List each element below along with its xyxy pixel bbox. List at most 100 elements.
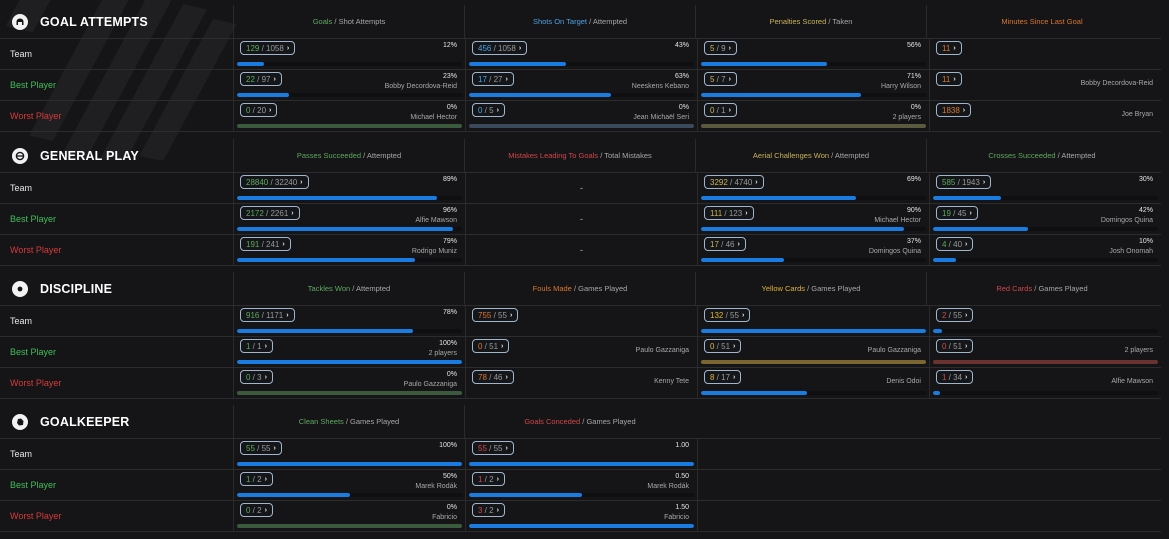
player-name[interactable]: Denis Odoi <box>886 378 921 385</box>
stat-detail-button[interactable]: 129 / 1058 › <box>240 41 296 55</box>
column-header: Penalties Scored / Taken <box>695 5 926 38</box>
stat-detail-button[interactable]: 55 / 55 › <box>240 441 282 455</box>
player-name[interactable]: Neeskens Kebano <box>631 83 689 90</box>
stat-detail-button[interactable]: 5 / 9 › <box>704 41 737 55</box>
stat-row: Worst Player 0 / 2 › 0% Fabricio 3 / 2 › 1.50 Fa… <box>0 501 1161 532</box>
stat-detail-button[interactable]: 55 / 55 › <box>472 441 514 455</box>
chevron-right-icon: › <box>496 506 499 514</box>
stat-value: 11 <box>942 43 951 53</box>
stat-value: 132 <box>710 310 724 320</box>
stat-detail-button[interactable]: 0 / 51 › <box>936 339 974 353</box>
stat-cell: 3 / 2 › 1.50 Fabricio <box>465 501 697 531</box>
player-name[interactable]: Michael Hector <box>410 114 457 121</box>
player-name[interactable]: Fabricio <box>664 514 689 521</box>
stat-total: 2 <box>489 505 494 515</box>
stat-detail-button[interactable]: 17 / 27 › <box>472 72 514 86</box>
stat-detail-button[interactable]: 0 / 3 › <box>240 370 273 384</box>
stat-value: 755 <box>478 310 492 320</box>
stat-separator: / <box>250 105 258 115</box>
stat-cell: 191 / 241 › 79% Rodrigo Muniz <box>233 235 465 265</box>
stat-separator: / <box>486 443 494 453</box>
stat-detail-button[interactable]: 191 / 241 › <box>240 237 291 251</box>
stat-total: 51 <box>721 341 731 351</box>
player-name[interactable]: Fabricio <box>432 514 457 521</box>
stat-detail-button[interactable]: 916 / 1171 › <box>240 308 295 322</box>
section-header: GOAL ATTEMPTS Goals / Shot Attempts Shots … <box>0 5 1161 39</box>
column-headers: Clean Sheets / Games Played Goals Concede… <box>233 405 1157 438</box>
player-name[interactable]: Rodrigo Muniz <box>411 248 457 255</box>
stat-detail-button[interactable]: 1 / 2 › <box>240 472 273 486</box>
player-name[interactable]: Marek Rodák <box>647 483 689 490</box>
progress-fill <box>237 196 438 200</box>
stat-total: 51 <box>489 341 499 351</box>
stat-detail-button[interactable]: 0 / 51 › <box>704 339 742 353</box>
stat-cell: 11 › Bobby Decordova-Reid <box>929 70 1161 100</box>
player-name[interactable]: Domingos Quina <box>868 248 921 255</box>
player-name[interactable]: 2 players <box>892 114 921 121</box>
stat-value: 19 <box>942 208 951 218</box>
stat-row: Best Player 2172 / 2261 › 96% Alfie Mawson -1… <box>0 204 1161 235</box>
stat-detail-button[interactable]: 0 / 5 › <box>472 103 505 117</box>
player-name[interactable]: Alfie Mawson <box>1111 378 1153 385</box>
stat-cell: 0 / 2 › 0% Fabricio <box>233 501 465 531</box>
stat-detail-button[interactable]: 3 / 2 › <box>472 503 505 517</box>
stat-detail-button[interactable]: 8 / 17 › <box>704 370 742 384</box>
stat-detail-button[interactable]: 3292 / 4740 › <box>704 175 764 189</box>
stat-detail-button[interactable]: 0 / 2 › <box>240 503 273 517</box>
stat-detail-button[interactable]: 17 / 46 › <box>704 237 746 251</box>
chevron-right-icon: › <box>264 373 267 381</box>
stat-value: 1 <box>246 341 251 351</box>
chevron-right-icon: › <box>965 373 968 381</box>
stat-detail-button[interactable]: 22 / 97 › <box>240 72 282 86</box>
stat-detail-button[interactable]: 0 / 20 › <box>240 103 278 117</box>
player-name[interactable]: Bobby Decordova-Reid <box>1080 80 1153 87</box>
stat-detail-button[interactable]: 11 › <box>936 41 962 55</box>
player-name[interactable]: Domingos Quina <box>1100 217 1153 224</box>
player-name[interactable]: Josh Onomah <box>1109 248 1153 255</box>
stat-detail-button[interactable]: 1 / 1 › <box>240 339 273 353</box>
player-name[interactable]: Jean Michaël Seri <box>633 114 689 121</box>
player-name[interactable]: Michael Hector <box>874 217 921 224</box>
stat-detail-button[interactable]: 755 / 55 › <box>472 308 519 322</box>
stat-separator: / <box>259 239 267 249</box>
stat-detail-button[interactable]: 1 / 34 › <box>936 370 974 384</box>
stat-detail-button[interactable]: 1838 › <box>936 103 972 117</box>
stat-detail-button[interactable]: 4 / 40 › <box>936 237 974 251</box>
column-header-empty <box>926 405 1157 438</box>
stat-detail-button[interactable]: 1 / 2 › <box>472 472 505 486</box>
stat-detail-button[interactable]: 2 / 55 › <box>936 308 974 322</box>
player-name[interactable]: Bobby Decordova-Reid <box>384 83 457 90</box>
stat-total: 2 <box>489 474 494 484</box>
player-name[interactable]: Alfie Mawson <box>415 217 457 224</box>
stat-separator: / <box>491 310 499 320</box>
player-name[interactable]: Paulo Gazzaniga <box>635 347 689 354</box>
player-name[interactable]: Kenny Tete <box>654 378 689 385</box>
stat-detail-button[interactable]: 456 / 1058 › <box>472 41 528 55</box>
stat-cell: 755 / 55 › <box>465 306 697 336</box>
column-header: Minutes Since Last Goal <box>926 5 1157 38</box>
stat-detail-button[interactable]: 0 / 1 › <box>704 103 737 117</box>
player-name[interactable]: Paulo Gazzaniga <box>867 347 921 354</box>
player-name[interactable]: Marek Rodák <box>415 483 457 490</box>
stat-detail-button[interactable]: 585 / 1943 › <box>936 175 992 189</box>
progress-track <box>701 258 926 262</box>
player-name[interactable]: 2 players <box>1124 347 1153 354</box>
player-name[interactable]: Harry Wilson <box>880 83 921 90</box>
progress-track <box>933 329 1158 333</box>
player-name[interactable]: Paulo Gazzaniga <box>403 381 457 388</box>
stat-detail-button[interactable]: 111 / 123 › <box>704 206 754 220</box>
stat-detail-button[interactable]: 19 / 45 › <box>936 206 978 220</box>
empty-cell <box>697 501 929 531</box>
stat-detail-button[interactable]: 78 / 46 › <box>472 370 514 384</box>
player-name[interactable]: 2 players <box>428 350 457 357</box>
stat-detail-button[interactable]: 5 / 7 › <box>704 72 737 86</box>
chevron-right-icon: › <box>965 342 968 350</box>
player-name[interactable]: Joe Bryan <box>1121 111 1153 118</box>
stat-detail-button[interactable]: 11 › <box>936 72 962 86</box>
chevron-right-icon: › <box>728 106 731 114</box>
stat-detail-button[interactable]: 132 / 55 › <box>704 308 751 322</box>
stat-cell: 0 / 51 › Paulo Gazzaniga <box>465 337 697 367</box>
stat-detail-button[interactable]: 2172 / 2261 › <box>240 206 300 220</box>
stat-detail-button[interactable]: 28840 / 32240 › <box>240 175 309 189</box>
stat-detail-button[interactable]: 0 / 51 › <box>472 339 510 353</box>
